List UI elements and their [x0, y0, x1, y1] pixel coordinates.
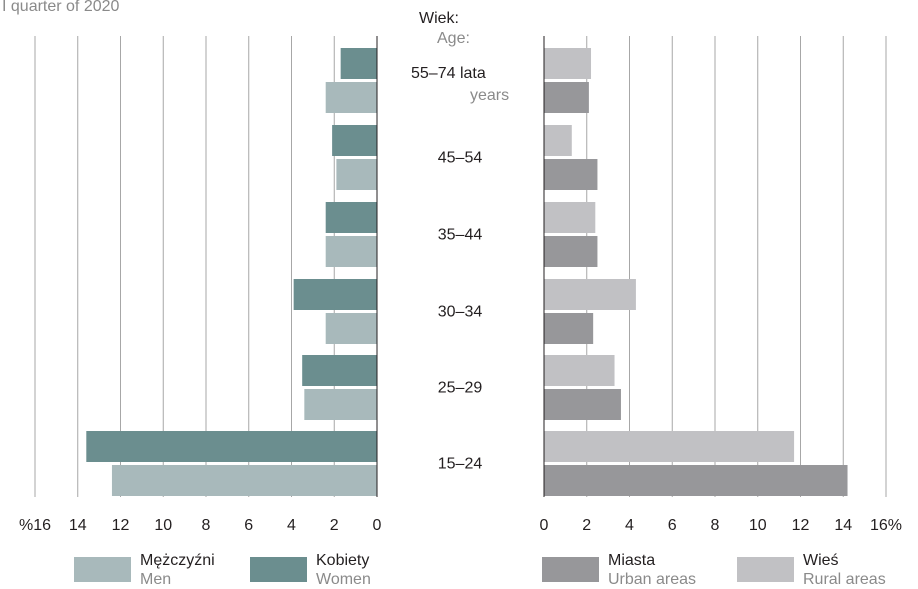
bar-urban [544, 159, 598, 190]
age-label-en: years [470, 87, 509, 104]
left-tick-label: 0 [373, 517, 382, 534]
left-tick-label: 10 [154, 517, 172, 534]
bar-rural [544, 125, 572, 156]
bar-women [340, 48, 377, 79]
right-tick-label: 6 [668, 517, 677, 534]
bar-rural [544, 279, 636, 310]
age-header-pl: Wiek: [419, 10, 459, 27]
age-label: 35–44 [438, 227, 483, 244]
right-tick-label: 12 [792, 517, 810, 534]
legend-label-en: Urban areas [608, 571, 696, 588]
bar-rural [544, 202, 596, 233]
bar-women [302, 355, 377, 386]
bar-rural [544, 431, 795, 462]
left-panel-tick-labels: %16 14 12 10 8 6 4 2 0 [19, 517, 382, 534]
age-label: 45–54 [438, 150, 483, 167]
right-tick-label: 14 [834, 517, 852, 534]
bar-men [325, 313, 377, 344]
bar-women [325, 202, 377, 233]
right-panel-tick-labels: 0 2 4 6 8 10 12 14 16% [540, 517, 902, 534]
bar-men [111, 465, 377, 496]
bar-women [293, 279, 377, 310]
bar-urban [544, 465, 848, 496]
legend-item: Miasta Urban areas [542, 552, 696, 588]
bar-men [325, 82, 377, 113]
right-tick-label: 8 [711, 517, 720, 534]
bar-women [86, 431, 378, 462]
bar-urban [544, 389, 621, 420]
bar-women [332, 125, 377, 156]
legend-label-en: Men [140, 571, 171, 588]
bar-men [325, 236, 377, 267]
legend-swatch [74, 557, 131, 582]
left-tick-label: 4 [287, 517, 296, 534]
legend: Mężczyźni Men Kobiety Women Miasta Urban area… [74, 552, 886, 588]
chart-subtitle: I quarter of 2020 [2, 0, 120, 15]
legend-swatch [542, 557, 599, 582]
left-tick-label: 12 [112, 517, 130, 534]
right-tick-label: 0 [540, 517, 549, 534]
age-label: 15–24 [438, 456, 483, 473]
age-category-labels: 55–74 lata years 45–54 35–44 30–34 25–29 15–24 [411, 65, 509, 473]
right-panel-bars [543, 36, 848, 497]
legend-label-en: Women [316, 571, 371, 588]
legend-swatch [250, 557, 307, 582]
left-tick-label: 14 [69, 517, 87, 534]
age-header-en: Age: [437, 30, 470, 47]
right-tick-label: 2 [582, 517, 591, 534]
bar-urban [544, 82, 589, 113]
legend-label: Miasta [608, 552, 655, 569]
legend-label: Mężczyźni [140, 552, 215, 569]
bar-men [336, 159, 377, 190]
age-label: 25–29 [438, 380, 483, 397]
legend-label-en: Rural areas [803, 571, 886, 588]
right-tick-label: 10 [749, 517, 767, 534]
bar-urban [544, 236, 598, 267]
left-tick-label: 6 [244, 517, 253, 534]
right-tick-label: 16% [870, 517, 902, 534]
bar-men [304, 389, 377, 420]
legend-swatch [737, 557, 794, 582]
age-label: 55–74 lata [411, 65, 486, 82]
bar-rural [544, 355, 615, 386]
bar-rural [544, 48, 592, 79]
legend-label: Wieś [803, 552, 839, 569]
legend-item: Wieś Rural areas [737, 552, 886, 588]
left-panel-bars [86, 36, 378, 497]
left-tick-label: 2 [330, 517, 339, 534]
bar-urban [544, 313, 594, 344]
left-tick-label: 8 [202, 517, 211, 534]
legend-label: Kobiety [316, 552, 369, 569]
right-tick-label: 4 [625, 517, 634, 534]
legend-item: Mężczyźni Men [74, 552, 215, 588]
age-label: 30–34 [438, 304, 483, 321]
legend-item: Kobiety Women [250, 552, 371, 588]
left-tick-label: %16 [19, 517, 51, 534]
